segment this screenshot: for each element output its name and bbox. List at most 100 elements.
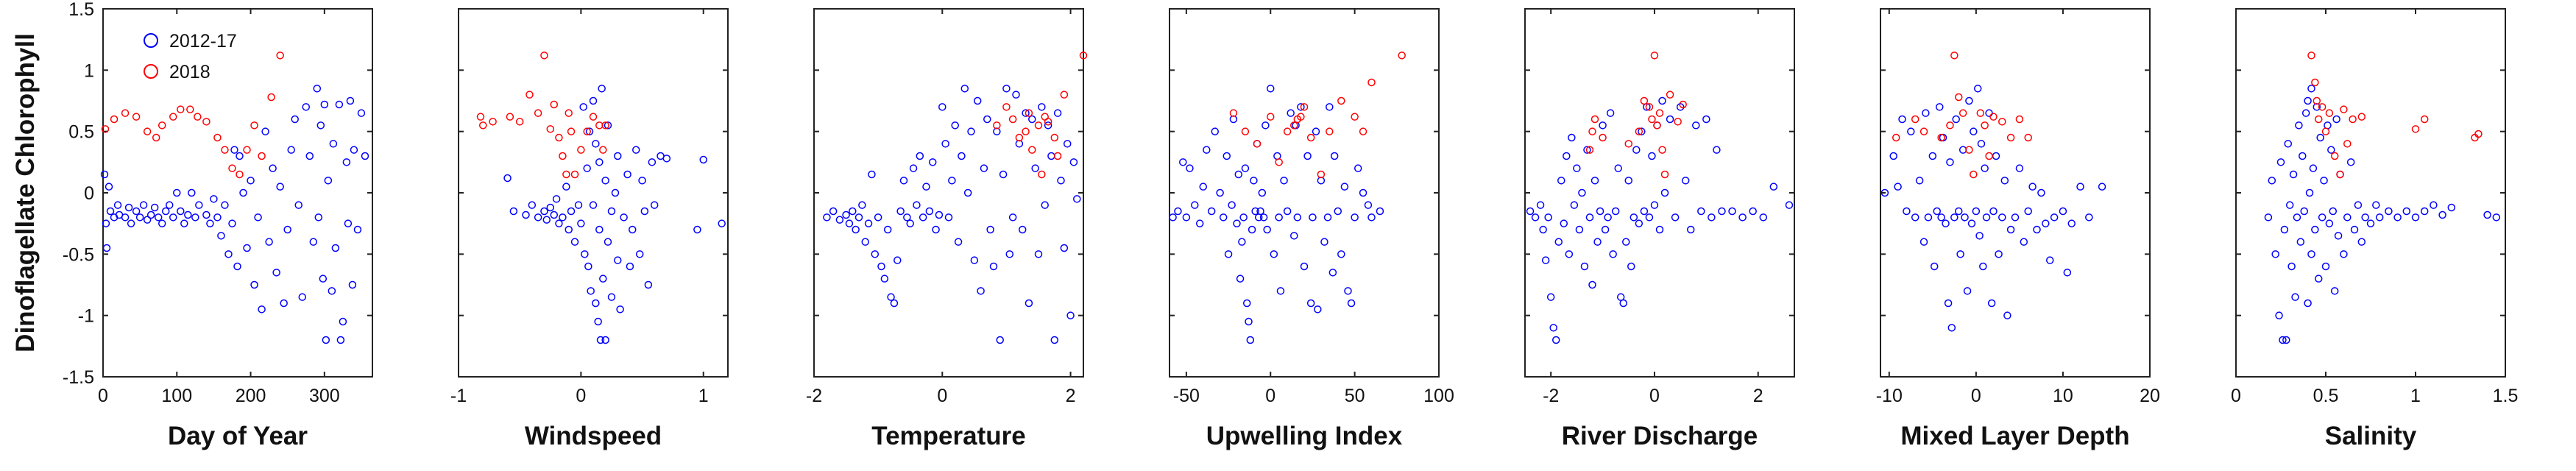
data-point [983, 115, 991, 124]
data-point [2285, 201, 2294, 209]
data-point [1965, 146, 1973, 154]
data-point [217, 232, 225, 240]
data-point [1273, 152, 1281, 160]
data-point [845, 219, 854, 227]
data-point [581, 250, 589, 258]
data-point [239, 188, 247, 197]
x-tick-label: 2 [1066, 386, 1076, 406]
data-point [604, 238, 612, 246]
data-point [1191, 201, 1199, 209]
data-point [1674, 118, 1682, 126]
data-point [1233, 219, 1241, 227]
axes-frame [458, 8, 729, 378]
data-point [1967, 219, 1976, 227]
x-tick-label: 1 [2410, 386, 2421, 406]
data-point [1769, 183, 1778, 191]
legend-marker-2012-17 [144, 33, 158, 48]
data-point [2327, 146, 2335, 154]
data-point [1590, 115, 1599, 124]
data-point [101, 125, 110, 133]
data-point [2430, 201, 2438, 209]
data-point [1946, 121, 1954, 130]
data-point [1028, 146, 1036, 154]
data-point [1239, 213, 1248, 222]
data-point [626, 262, 634, 271]
data-point [1229, 109, 1238, 117]
data-point [221, 146, 229, 154]
data-point [1919, 127, 1928, 135]
data-point [1880, 188, 1889, 197]
x-tick-label: 200 [236, 386, 266, 406]
data-point [601, 121, 609, 130]
panel-4: -50 0 50 100 Upwelling Index [1169, 8, 1454, 450]
data-point [1224, 250, 1233, 258]
data-point [1648, 115, 1656, 124]
data-point [858, 201, 866, 209]
data-point [909, 164, 918, 172]
data-point [1911, 213, 1919, 222]
x-tick-label: 100 [161, 386, 192, 406]
data-point [1038, 170, 1046, 179]
data-point [577, 219, 585, 227]
data-point [1018, 225, 1027, 234]
data-point [1599, 121, 1607, 130]
series-2018 [476, 52, 609, 179]
data-point [269, 164, 277, 172]
data-point [1989, 207, 1998, 216]
data-point [1650, 52, 1659, 60]
data-point [184, 210, 192, 219]
y-tick-label: -1 [78, 306, 94, 327]
data-point [348, 280, 357, 289]
data-point [546, 203, 555, 212]
data-point [1894, 183, 1902, 191]
data-point [177, 105, 185, 113]
data-point [121, 213, 130, 222]
data-point [2301, 109, 2310, 117]
data-point [925, 207, 934, 216]
data-point [944, 213, 953, 222]
data-point [1290, 232, 1298, 240]
data-point [298, 293, 306, 301]
data-point [328, 287, 336, 295]
axes-frame [813, 8, 1084, 378]
panel-1: 0 100 200 300 -1.5 -1 -0.5 0 0.5 1 1.5 Day of Year [63, 0, 373, 450]
data-point [1359, 188, 1367, 197]
data-point [2357, 238, 2366, 246]
data-point [592, 299, 600, 308]
data-point [932, 225, 940, 234]
data-point [353, 225, 362, 234]
data-point [854, 213, 863, 222]
data-point [960, 85, 969, 93]
data-point [1989, 113, 1998, 121]
data-point [526, 91, 534, 99]
data-point [1611, 207, 1620, 216]
data-point [587, 287, 595, 295]
data-point [1970, 170, 1978, 179]
data-point [1234, 170, 1243, 179]
data-point [550, 100, 559, 109]
data-point [555, 133, 563, 142]
data-point [883, 225, 892, 234]
data-point [1053, 152, 1062, 160]
data-point [1002, 103, 1011, 111]
data-point [344, 219, 353, 227]
data-point [2033, 225, 2041, 234]
data-point [1057, 177, 1065, 185]
data-point [899, 177, 908, 185]
data-point [616, 305, 624, 314]
data-point [594, 317, 602, 326]
data-point [1650, 201, 1659, 209]
data-point [589, 96, 598, 105]
data-point [2024, 133, 2032, 142]
data-point [1956, 250, 1964, 258]
data-point [106, 207, 115, 216]
data-point [206, 219, 214, 227]
data-point [2275, 311, 2283, 319]
data-point [1351, 113, 1359, 121]
data-point [970, 256, 979, 264]
data-point [1936, 103, 1944, 111]
data-point [2284, 140, 2293, 148]
series-2018 [1229, 52, 1406, 179]
data-point [1606, 109, 1615, 117]
data-point [2340, 105, 2348, 113]
